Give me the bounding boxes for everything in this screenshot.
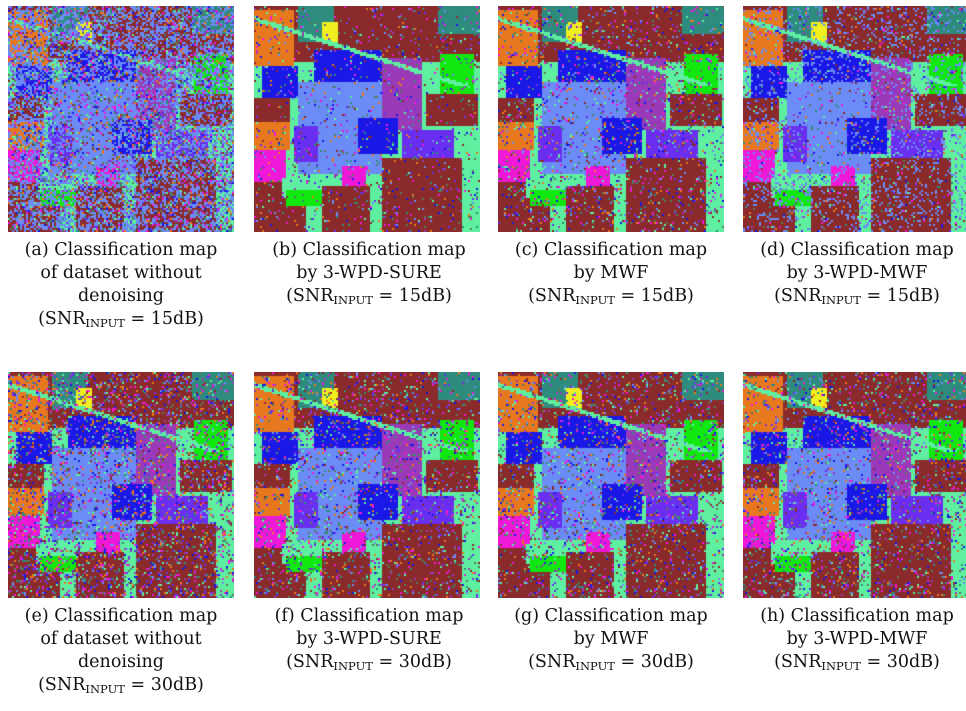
caption-line: denoising bbox=[77, 652, 164, 672]
caption-snr: (SNRINPUT = 30dB) bbox=[286, 652, 452, 673]
subfigure-caption: (a) Classification map of dataset withou… bbox=[3, 239, 239, 335]
caption-snr: (SNRINPUT = 15dB) bbox=[774, 286, 940, 307]
caption-line: (h) Classification map bbox=[760, 606, 954, 626]
classification-map-image bbox=[743, 372, 966, 598]
classification-map-image bbox=[498, 6, 724, 232]
caption-line: (g) Classification map bbox=[514, 606, 708, 626]
classification-map-image bbox=[498, 372, 724, 598]
caption-line: of dataset without bbox=[40, 629, 202, 649]
caption-snr: (SNRINPUT = 30dB) bbox=[528, 652, 694, 673]
classification-map-image bbox=[8, 6, 234, 232]
caption-snr: (SNRINPUT = 15dB) bbox=[286, 286, 452, 307]
caption-line: by MWF bbox=[573, 263, 649, 283]
caption-snr: (SNRINPUT = 15dB) bbox=[38, 309, 204, 330]
caption-line: (e) Classification map bbox=[24, 606, 218, 626]
caption-line: by MWF bbox=[573, 629, 649, 649]
caption-line: (c) Classification map bbox=[514, 240, 708, 260]
caption-line: by 3-WPD-SURE bbox=[296, 629, 442, 649]
classification-map-image bbox=[8, 372, 234, 598]
classification-map-image bbox=[254, 372, 480, 598]
classification-map-image bbox=[254, 6, 480, 232]
caption-line: by 3-WPD-MWF bbox=[786, 629, 928, 649]
subfigure-caption: (c) Classification map by MWF (SNRINPUT … bbox=[493, 239, 729, 312]
subfigure-caption: (g) Classification map by MWF (SNRINPUT … bbox=[493, 605, 729, 678]
caption-line: (d) Classification map bbox=[760, 240, 954, 260]
subfigure-caption: (f) Classification map by 3-WPD-SURE (SN… bbox=[251, 605, 487, 678]
caption-line: (a) Classification map bbox=[24, 240, 218, 260]
subfigure-caption: (h) Classification map by 3-WPD-MWF (SNR… bbox=[739, 605, 966, 678]
classification-map-image bbox=[743, 6, 966, 232]
subfigure-caption: (b) Classification map by 3-WPD-SURE (SN… bbox=[251, 239, 487, 312]
caption-snr: (SNRINPUT = 15dB) bbox=[528, 286, 694, 307]
caption-line: by 3-WPD-SURE bbox=[296, 263, 442, 283]
caption-line: (b) Classification map bbox=[272, 240, 466, 260]
caption-line: of dataset without bbox=[40, 263, 202, 283]
caption-snr: (SNRINPUT = 30dB) bbox=[38, 675, 204, 696]
caption-line: (f) Classification map bbox=[274, 606, 464, 626]
subfigure-caption: (d) Classification map by 3-WPD-MWF (SNR… bbox=[739, 239, 966, 312]
caption-snr: (SNRINPUT = 30dB) bbox=[774, 652, 940, 673]
caption-line: denoising bbox=[77, 286, 164, 306]
caption-line: by 3-WPD-MWF bbox=[786, 263, 928, 283]
subfigure-caption: (e) Classification map of dataset withou… bbox=[3, 605, 239, 701]
